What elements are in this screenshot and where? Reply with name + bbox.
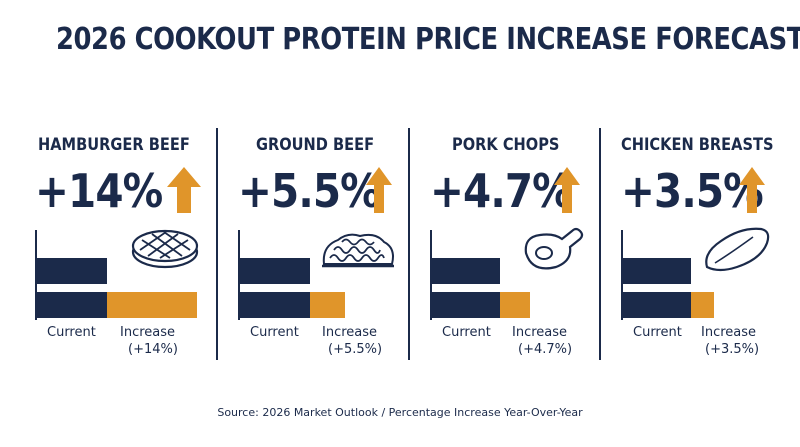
ground-beef-icon [322, 233, 394, 268]
pork-chop-icon [524, 227, 584, 270]
increase-detail-label: (+4.7%) [518, 342, 573, 357]
increase-label: Increase [701, 325, 757, 340]
increase-bar [310, 292, 346, 318]
current-bar [432, 258, 500, 284]
panel-chicken-breasts: CHICKEN BREASTS +3.5% Current Increase (… [621, 125, 800, 365]
increase-bar [107, 292, 197, 318]
category-label: HAMBURGER BEEF [38, 135, 190, 155]
increase-detail-label: (+14%) [128, 342, 178, 357]
category-label: CHICKEN BREASTS [621, 135, 774, 155]
divider-2 [408, 128, 410, 360]
category-label: GROUND BEEF [256, 135, 375, 155]
current-bar [240, 258, 310, 284]
headline-percent: +14% [35, 164, 163, 218]
current-bar [37, 258, 107, 284]
bar-axis [238, 230, 240, 320]
chart-title: 2026 COOKOUT PROTEIN PRICE INCREASE FORE… [56, 22, 800, 57]
current-bar-base [37, 292, 107, 318]
divider-3 [599, 128, 601, 360]
increase-label: Increase [120, 325, 176, 340]
increase-bar [500, 292, 531, 318]
increase-label: Increase [322, 325, 378, 340]
panel-pork-chops: PORK CHOPS +4.7% Current Increase (+4.7%… [430, 125, 610, 365]
category-label: PORK CHOPS [452, 135, 560, 155]
current-bar [623, 258, 691, 284]
current-label: Current [47, 325, 96, 340]
increase-detail-label: (+5.5%) [328, 342, 383, 357]
increase-label: Increase [512, 325, 568, 340]
divider-1 [216, 128, 218, 360]
headline-percent: +5.5% [238, 164, 381, 218]
increase-detail-label: (+3.5%) [705, 342, 760, 357]
current-bar-base [432, 292, 500, 318]
current-label: Current [250, 325, 299, 340]
chicken-breast-icon [705, 227, 770, 272]
up-arrow-icon [554, 167, 580, 213]
headline-percent: +3.5% [621, 164, 764, 218]
current-label: Current [633, 325, 682, 340]
panel-hamburger-beef: HAMBURGER BEEF +14% Current Increase (+1… [35, 125, 215, 365]
current-label: Current [442, 325, 491, 340]
bar-axis [621, 230, 623, 320]
up-arrow-icon [167, 167, 201, 213]
up-arrow-icon [739, 167, 765, 213]
bar-axis [430, 230, 432, 320]
bar-axis [35, 230, 37, 320]
current-bar-base [623, 292, 691, 318]
burger-patty-icon [131, 229, 199, 269]
headline-percent: +4.7% [430, 164, 573, 218]
panel-ground-beef: GROUND BEEF +5.5% Current Increase (+5.5… [238, 125, 418, 365]
source-note: Source: 2026 Market Outlook / Percentage… [217, 406, 583, 419]
up-arrow-icon [366, 167, 392, 213]
current-bar-base [240, 292, 310, 318]
increase-bar [691, 292, 714, 318]
